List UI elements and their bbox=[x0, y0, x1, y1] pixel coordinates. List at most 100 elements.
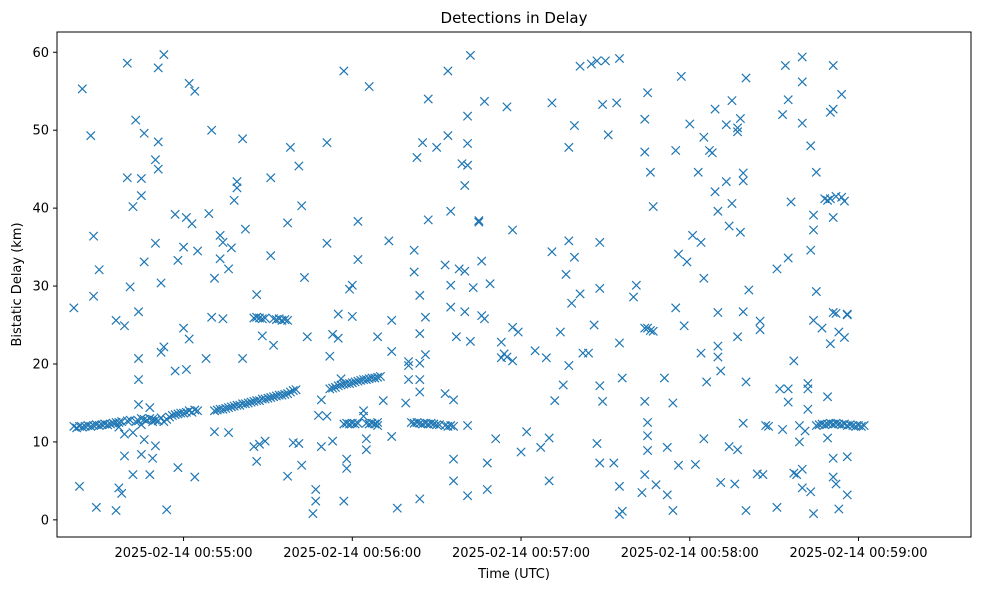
data-point bbox=[218, 404, 228, 414]
data-point bbox=[294, 438, 304, 449]
data-point bbox=[477, 256, 487, 266]
data-point bbox=[808, 508, 819, 519]
data-point bbox=[516, 447, 526, 457]
data-point bbox=[218, 314, 228, 324]
data-point bbox=[808, 315, 819, 325]
data-point bbox=[136, 173, 146, 184]
data-point bbox=[699, 434, 709, 444]
data-point bbox=[426, 418, 436, 428]
data-point bbox=[252, 290, 262, 300]
data-point bbox=[277, 390, 287, 400]
data-point bbox=[603, 130, 613, 140]
data-point bbox=[640, 147, 650, 157]
data-point bbox=[617, 506, 627, 516]
data-point bbox=[240, 224, 251, 234]
data-point bbox=[412, 417, 422, 428]
data-point bbox=[735, 113, 746, 124]
data-point bbox=[732, 445, 743, 455]
data-point bbox=[808, 225, 819, 235]
data-point bbox=[336, 380, 346, 390]
data-point bbox=[741, 73, 751, 83]
data-point bbox=[702, 377, 712, 387]
data-point bbox=[696, 348, 706, 358]
data-point bbox=[741, 505, 751, 516]
data-point bbox=[119, 451, 130, 461]
data-point bbox=[828, 212, 838, 223]
data-point bbox=[547, 247, 557, 257]
data-point bbox=[266, 173, 276, 183]
data-point bbox=[651, 480, 661, 490]
data-point bbox=[122, 416, 132, 426]
data-point bbox=[567, 298, 577, 308]
data-point bbox=[86, 421, 96, 431]
data-point bbox=[153, 137, 163, 147]
data-point bbox=[595, 237, 605, 248]
data-point bbox=[266, 392, 276, 403]
data-point bbox=[547, 98, 557, 108]
data-point bbox=[699, 273, 709, 283]
data-point bbox=[842, 490, 852, 500]
data-point bbox=[170, 366, 180, 376]
data-point bbox=[721, 177, 731, 187]
data-point bbox=[671, 303, 681, 313]
data-point bbox=[94, 265, 104, 275]
data-point bbox=[544, 433, 554, 443]
data-point bbox=[125, 282, 135, 292]
data-point bbox=[856, 421, 866, 431]
data-point bbox=[662, 442, 672, 453]
data-point bbox=[173, 255, 183, 265]
data-point bbox=[403, 357, 414, 367]
data-point bbox=[462, 160, 473, 170]
data-point bbox=[285, 387, 296, 397]
data-point bbox=[550, 395, 560, 406]
data-point bbox=[775, 384, 785, 394]
data-point bbox=[201, 353, 211, 364]
data-point bbox=[254, 439, 265, 449]
data-point bbox=[555, 327, 566, 337]
data-point bbox=[156, 413, 166, 423]
data-point bbox=[662, 490, 672, 500]
data-point bbox=[822, 392, 833, 402]
data-point bbox=[311, 484, 321, 495]
data-point bbox=[232, 400, 242, 410]
data-point bbox=[468, 282, 478, 293]
data-point bbox=[699, 132, 709, 142]
data-point bbox=[260, 394, 270, 404]
data-point bbox=[190, 86, 200, 96]
data-point bbox=[114, 483, 124, 493]
data-point bbox=[817, 323, 827, 333]
data-point bbox=[640, 470, 650, 480]
x-tick-label: 2025-02-14 00:57:00 bbox=[452, 546, 590, 561]
data-point bbox=[597, 396, 608, 407]
data-point bbox=[755, 325, 765, 335]
x-tick-label: 2025-02-14 00:55:00 bbox=[115, 546, 253, 561]
data-point bbox=[325, 351, 335, 361]
data-point bbox=[780, 60, 791, 71]
data-point bbox=[384, 236, 394, 246]
data-point bbox=[420, 312, 431, 322]
data-point bbox=[178, 323, 189, 333]
data-point bbox=[145, 470, 155, 480]
data-point bbox=[187, 219, 197, 229]
data-point bbox=[347, 280, 357, 290]
data-point bbox=[443, 131, 453, 141]
data-point bbox=[716, 477, 726, 488]
data-point bbox=[465, 50, 476, 61]
data-point bbox=[221, 403, 231, 414]
data-point bbox=[133, 374, 144, 385]
data-point bbox=[207, 312, 217, 322]
data-point bbox=[460, 180, 470, 191]
data-point bbox=[417, 138, 428, 148]
data-point bbox=[136, 420, 146, 430]
data-point bbox=[820, 420, 830, 430]
data-point bbox=[297, 201, 307, 211]
data-point bbox=[387, 315, 397, 325]
data-point bbox=[325, 384, 335, 394]
data-point bbox=[119, 321, 130, 331]
data-point bbox=[297, 460, 307, 470]
data-point bbox=[659, 373, 670, 383]
data-point bbox=[831, 418, 841, 428]
data-point bbox=[423, 215, 433, 225]
data-point bbox=[339, 66, 349, 76]
data-point bbox=[783, 397, 793, 407]
